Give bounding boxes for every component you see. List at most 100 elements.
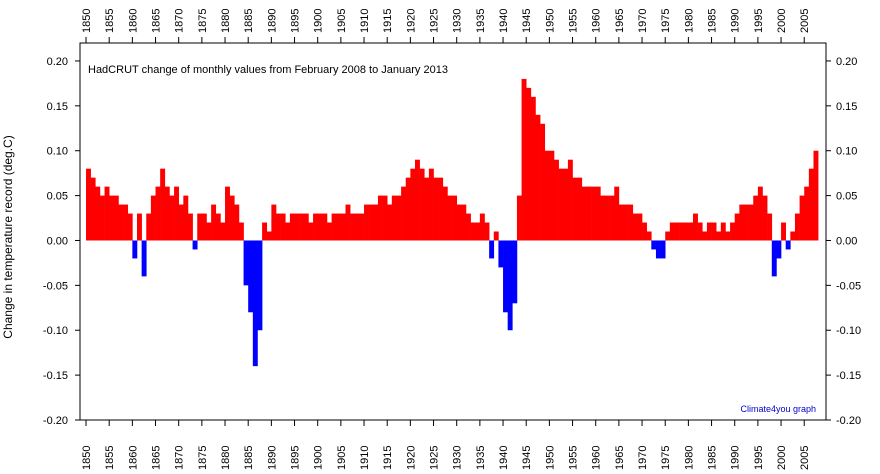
x-tick-label: 1985 — [707, 446, 719, 470]
bar — [271, 204, 277, 241]
bar — [178, 204, 184, 241]
bar — [150, 195, 156, 241]
x-top-tick-label: 1975 — [660, 9, 672, 33]
x-tick-label: 1855 — [104, 446, 116, 470]
bar — [767, 213, 773, 241]
bar — [771, 240, 777, 277]
bar — [776, 240, 782, 259]
x-top-tick-label: 1940 — [498, 9, 510, 33]
bar — [762, 195, 768, 241]
bar — [285, 222, 291, 241]
bar — [308, 222, 314, 241]
bar — [262, 222, 268, 241]
bar — [174, 186, 179, 241]
bar — [160, 168, 166, 241]
bar — [535, 114, 541, 241]
bar — [364, 204, 369, 241]
x-top-tick-label: 1955 — [568, 9, 580, 33]
bar — [720, 222, 726, 241]
bar — [461, 204, 467, 241]
bar — [785, 240, 791, 250]
x-tick-label: 1900 — [313, 446, 325, 470]
x-tick-label: 1955 — [568, 446, 580, 470]
bar — [642, 222, 647, 241]
bar — [415, 159, 420, 241]
bar — [530, 96, 536, 241]
bar — [197, 213, 203, 241]
y2-tick-label: 0.10 — [836, 146, 857, 158]
bar — [781, 222, 786, 241]
x-top-tick-label: 1855 — [104, 9, 116, 33]
x-top-tick-label: 1870 — [174, 9, 186, 33]
bar — [554, 159, 559, 241]
x-tick-label: 1995 — [753, 446, 765, 470]
x-top-tick-label: 1905 — [336, 9, 348, 33]
bar — [229, 195, 235, 241]
x-top-tick-label: 1910 — [359, 9, 371, 33]
x-top-tick-label: 1860 — [127, 9, 139, 33]
bar — [507, 240, 513, 331]
bar — [275, 213, 281, 241]
x-tick-label: 1925 — [429, 446, 441, 470]
x-top-tick-label: 2000 — [776, 9, 788, 33]
x-top-tick-label: 1960 — [591, 9, 603, 33]
bar — [600, 195, 606, 241]
bar — [655, 240, 661, 259]
y2-tick-label: -0.15 — [836, 370, 861, 382]
bar — [192, 240, 198, 250]
bar — [127, 213, 133, 241]
y-tick-label: 0.00 — [47, 235, 68, 247]
bar — [669, 222, 675, 241]
x-top-tick-label: 1985 — [707, 9, 719, 33]
y-tick-label: 0.20 — [47, 56, 68, 68]
bar — [725, 231, 731, 241]
x-top-tick-label: 1930 — [452, 9, 464, 33]
watermark: Climate4you graph — [740, 404, 816, 414]
bar — [586, 186, 592, 241]
bar — [614, 186, 620, 241]
x-tick-label: 1940 — [498, 446, 510, 470]
x-tick-label: 1915 — [382, 446, 394, 470]
x-tick-label: 2000 — [776, 446, 788, 470]
x-tick-label: 1920 — [405, 446, 417, 470]
x-top-tick-label: 1925 — [429, 9, 441, 33]
y2-tick-label: 0.05 — [836, 191, 857, 203]
bar — [743, 204, 749, 241]
bar — [493, 231, 499, 241]
x-top-tick-label: 1950 — [544, 9, 556, 33]
bar — [479, 213, 485, 241]
bar — [248, 240, 254, 313]
bar — [702, 231, 708, 241]
bar — [438, 177, 444, 241]
bar — [373, 204, 379, 241]
bar — [215, 213, 221, 241]
x-top-tick-label: 1890 — [266, 9, 278, 33]
x-tick-label: 2005 — [799, 446, 811, 470]
bar — [238, 222, 244, 241]
x-top-tick-label: 1980 — [683, 9, 695, 33]
bar — [683, 222, 689, 241]
bar — [623, 204, 629, 241]
bar — [354, 213, 360, 241]
bar — [697, 222, 703, 241]
bar — [521, 78, 527, 241]
y-tick-label: -0.15 — [43, 370, 68, 382]
bar — [322, 213, 328, 241]
bar — [572, 177, 578, 241]
bar — [442, 186, 448, 241]
bar — [155, 186, 161, 241]
x-top-tick-label: 1880 — [220, 9, 232, 33]
bar — [303, 213, 309, 241]
bar — [516, 195, 522, 241]
y2-tick-label: 0.20 — [836, 56, 857, 68]
bar — [526, 87, 532, 241]
bar — [549, 150, 555, 241]
bar — [730, 222, 736, 241]
x-tick-label: 1910 — [359, 446, 371, 470]
x-tick-label: 1875 — [197, 446, 209, 470]
bar — [447, 195, 453, 241]
bar — [465, 213, 471, 241]
bar — [141, 240, 147, 277]
x-tick-label: 1865 — [151, 446, 163, 470]
bar — [257, 240, 263, 331]
